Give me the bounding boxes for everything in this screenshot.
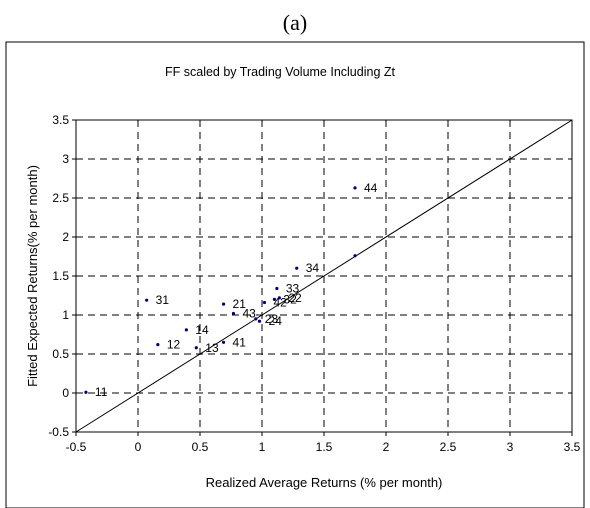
x-axis-label: Realized Average Returns (% per month) — [206, 475, 443, 490]
data-point — [353, 254, 357, 258]
y-tick-label: -0.5 — [48, 425, 69, 439]
data-point-label: 13 — [205, 341, 219, 355]
data-point — [277, 296, 281, 300]
data-point-label: 33 — [286, 281, 300, 295]
grid-lines — [76, 120, 572, 432]
data-point-label: 14 — [195, 323, 209, 337]
data-point-label: 12 — [167, 338, 181, 352]
x-tick-label: 1.5 — [316, 440, 333, 454]
data-point — [231, 311, 236, 316]
data-point — [221, 340, 226, 344]
data-point-label: 41 — [233, 335, 247, 349]
panel-label: (a) — [283, 10, 307, 35]
data-point-label: 21 — [233, 297, 247, 311]
data-point — [353, 186, 357, 190]
data-point — [275, 286, 279, 291]
data-point — [262, 300, 267, 305]
data-point — [254, 317, 258, 321]
x-axis-ticks: -0.5 0 0.5 1 1.5 2 2.5 3 3.5 — [66, 432, 581, 454]
y-tick-label: 1 — [62, 308, 69, 322]
y-tick-label: 0.5 — [52, 347, 69, 361]
y-tick-label: 2.5 — [52, 191, 69, 205]
y-tick-label: 2 — [62, 230, 69, 244]
data-point-label: 32 — [283, 292, 297, 306]
data-point-label: 24 — [269, 314, 283, 328]
x-tick-label: 0 — [135, 440, 142, 454]
data-point-label: 23 — [265, 312, 279, 326]
data-point-label: 34 — [306, 261, 320, 275]
chart-title: FF scaled by Trading Volume Including Zt — [165, 65, 396, 79]
chart-frame — [5, 41, 585, 508]
data-point — [184, 328, 188, 332]
y-axis-ticks: -0.5 0 0.5 1 1.5 2 2.5 3 3.5 — [48, 113, 76, 439]
data-point — [295, 266, 299, 270]
x-tick-label: 1 — [259, 440, 266, 454]
data-point-label: 42 — [273, 296, 287, 310]
x-tick-label: 0.5 — [192, 440, 209, 454]
data-point — [156, 343, 160, 347]
x-tick-label: 2 — [383, 440, 390, 454]
x-tick-label: -0.5 — [66, 440, 87, 454]
y-tick-label: 0 — [62, 386, 69, 400]
y-tick-label: 3 — [62, 152, 69, 166]
data-point-label: 44 — [364, 181, 378, 195]
x-tick-label: 2.5 — [440, 440, 457, 454]
y-tick-label: 3.5 — [52, 113, 69, 127]
x-tick-label: 3 — [507, 440, 514, 454]
data-point — [145, 298, 149, 302]
reference-diagonal-line — [75, 119, 573, 433]
data-point-label: 11 — [95, 385, 108, 399]
data-point-label: 31 — [156, 293, 170, 307]
data-point — [272, 297, 276, 301]
data-point — [194, 346, 198, 350]
data-point — [84, 390, 88, 394]
x-tick-label: 3.5 — [564, 440, 581, 454]
data-point — [221, 302, 226, 306]
data-point — [257, 319, 262, 323]
data-point-label: 22 — [288, 291, 302, 305]
y-axis-label: Fitted Expected Returns(% per month) — [25, 165, 40, 387]
data-point-label: 43 — [242, 306, 256, 320]
y-tick-label: 1.5 — [52, 269, 69, 283]
